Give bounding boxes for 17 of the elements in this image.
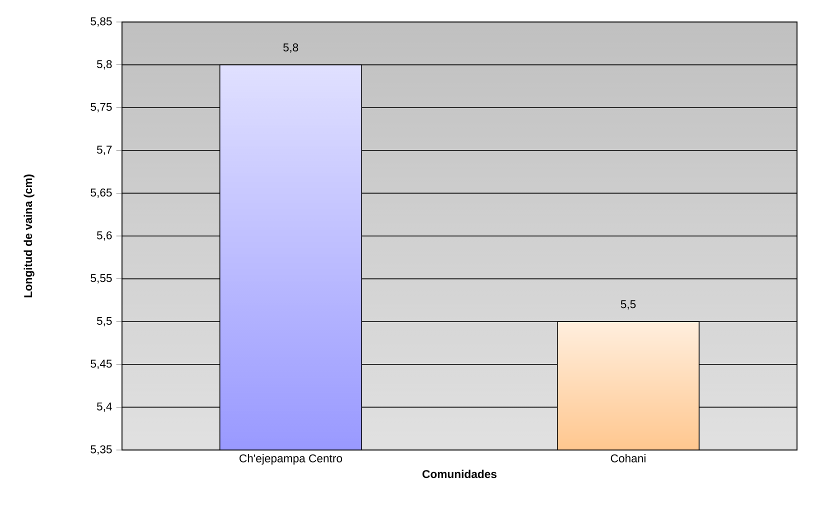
x-tick-label: Ch'ejepampa Centro: [240, 454, 342, 465]
data-label: 5,5: [620, 300, 636, 310]
y-tick-label: 5,8: [96, 60, 112, 70]
y-tick-label: 5,4: [96, 402, 112, 412]
x-tick-label: Cohani: [610, 454, 646, 462]
data-label: 5,8: [283, 43, 298, 53]
y-tick-label: 5,65: [90, 188, 112, 198]
y-tick-label: 5,5: [96, 316, 112, 326]
y-axis-title: Longitud de vaina (cm): [24, 174, 34, 298]
y-tick-label: 5,35: [90, 445, 112, 455]
y-tick-label: 5,45: [90, 360, 112, 370]
y-tick-label: 5,6: [96, 231, 112, 241]
y-tick-label: 5,75: [90, 102, 112, 112]
y-tick-label: 5,55: [90, 274, 112, 284]
y-tick-label: 5,7: [96, 146, 112, 156]
x-axis-title: Comunidades: [422, 470, 497, 478]
y-tick-label: 5,85: [90, 17, 112, 27]
